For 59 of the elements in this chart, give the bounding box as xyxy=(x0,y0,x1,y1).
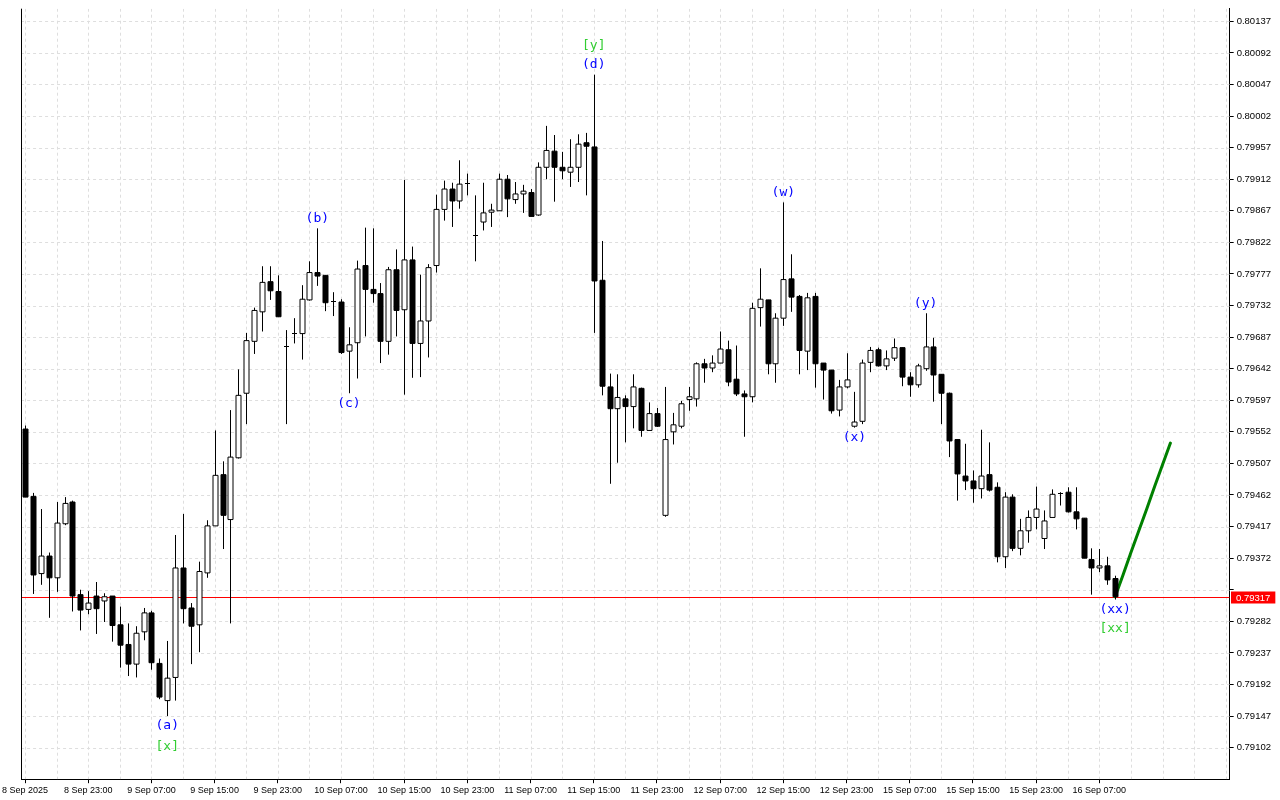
annotation: (a) xyxy=(155,717,179,733)
y-tick-label: 0.79102 xyxy=(1236,741,1271,753)
y-tick-label: 0.79642 xyxy=(1236,362,1271,374)
y-tick-label: 0.79147 xyxy=(1236,709,1271,721)
candlestick xyxy=(330,291,337,317)
x-tick-label: 15 Sep 07:00 xyxy=(882,785,937,796)
x-tick-label: 9 Sep 15:00 xyxy=(190,785,239,796)
x-tick-label: 10 Sep 15:00 xyxy=(377,785,431,796)
x-tick-label: 10 Sep 07:00 xyxy=(314,785,368,796)
y-tick-label: 0.80047 xyxy=(1236,78,1271,90)
annotation: (w) xyxy=(771,183,796,199)
y-tick-label: 0.79237 xyxy=(1236,646,1271,658)
y-tick-label: 0.79552 xyxy=(1236,425,1271,437)
candlestick xyxy=(291,317,298,344)
y-tick-label: 0.79282 xyxy=(1236,614,1271,626)
y-tick-label: 0.79417 xyxy=(1236,520,1271,532)
x-tick-label: 12 Sep 23:00 xyxy=(819,785,874,796)
ref-line-label: 0.79317 xyxy=(1236,591,1271,603)
y-tick-label: 0.79777 xyxy=(1236,267,1271,279)
x-tick-label: 8 Sep 2025 xyxy=(2,785,49,796)
annotation: (b) xyxy=(305,209,330,225)
y-tick-label: 0.79192 xyxy=(1236,678,1271,690)
y-tick-label: 0.79687 xyxy=(1236,330,1271,342)
annotation: (x) xyxy=(842,429,867,445)
y-tick-label: 0.79732 xyxy=(1236,299,1271,311)
annotation: (d) xyxy=(582,56,606,72)
x-tick-label: 11 Sep 23:00 xyxy=(630,785,684,796)
y-tick-label: 0.79867 xyxy=(1236,204,1271,216)
x-tick-label: 12 Sep 15:00 xyxy=(756,785,811,796)
x-tick-label: 9 Sep 23:00 xyxy=(253,785,303,796)
y-tick-label: 0.79912 xyxy=(1236,172,1271,184)
x-tick-label: 9 Sep 07:00 xyxy=(127,785,176,796)
y-tick-label: 0.80002 xyxy=(1236,109,1271,121)
annotation: (xx) xyxy=(1099,600,1131,616)
x-tick-label: 11 Sep 07:00 xyxy=(504,785,558,796)
x-tick-label: 15 Sep 23:00 xyxy=(1009,785,1063,796)
x-tick-label: 16 Sep 07:00 xyxy=(1072,785,1127,796)
annotation: (c) xyxy=(337,394,361,410)
y-tick-label: 0.79507 xyxy=(1236,457,1271,469)
x-tick-label: 8 Sep 23:00 xyxy=(63,785,113,796)
annotation: [x] xyxy=(155,738,179,754)
candlestick xyxy=(472,194,479,262)
y-tick-label: 0.79957 xyxy=(1236,141,1271,153)
x-tick-label: 11 Sep 15:00 xyxy=(567,785,621,796)
y-tick-label: 0.80092 xyxy=(1236,46,1271,58)
candlestick xyxy=(283,329,290,425)
y-tick-label: 0.79462 xyxy=(1236,488,1271,500)
x-tick-label: 10 Sep 23:00 xyxy=(440,785,495,796)
annotation: [y] xyxy=(582,37,606,53)
candlestick xyxy=(1057,491,1064,507)
x-tick-label: 12 Sep 07:00 xyxy=(693,785,747,796)
x-tick-label: 15 Sep 15:00 xyxy=(946,785,1000,796)
y-tick-label: 0.80137 xyxy=(1236,14,1271,26)
y-tick-label: 0.79372 xyxy=(1236,551,1271,563)
y-tick-label: 0.79597 xyxy=(1236,393,1271,405)
annotation: (y) xyxy=(913,294,938,310)
y-tick-label: 0.79822 xyxy=(1236,236,1271,247)
candlestick xyxy=(464,173,471,196)
annotation: [xx] xyxy=(1099,619,1131,635)
